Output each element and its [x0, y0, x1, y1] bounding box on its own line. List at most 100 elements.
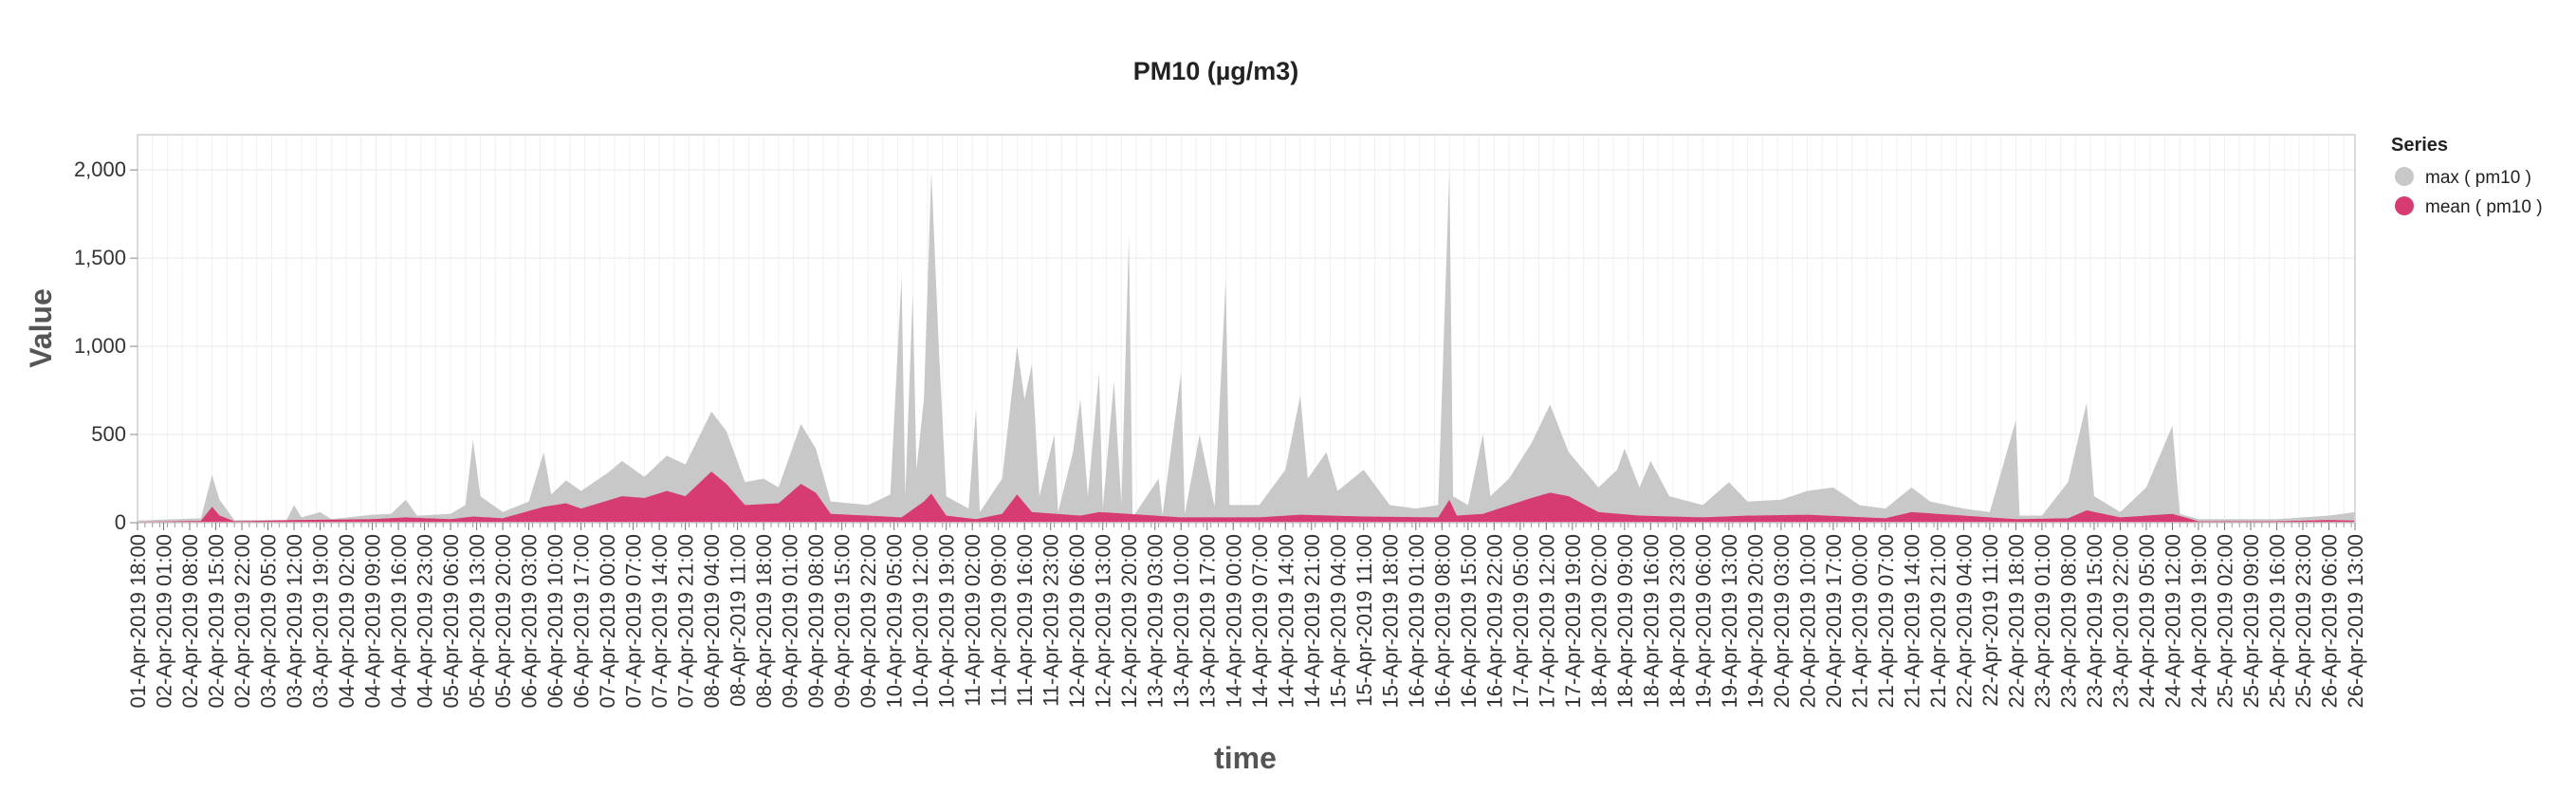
x-tick-label: 02-Apr-2019 22:00 — [230, 534, 254, 708]
legend-label: mean ( pm10 ) — [2425, 197, 2543, 217]
x-tick-label: 21-Apr-2019 14:00 — [1900, 534, 1923, 708]
y-axis-title: Value — [24, 288, 58, 368]
legend-title: Series — [2391, 135, 2448, 156]
x-tick-label: 07-Apr-2019 07:00 — [622, 534, 646, 708]
x-tick-label: 05-Apr-2019 06:00 — [439, 534, 463, 708]
x-tick-label: 11-Apr-2019 16:00 — [1013, 534, 1037, 707]
legend: Series max ( pm10 ) mean ( pm10 ) — [2391, 135, 2543, 217]
legend-swatch — [2395, 196, 2414, 215]
x-tick-label: 03-Apr-2019 19:00 — [309, 534, 333, 708]
y-axis: 0 500 1,000 1,500 2,000 — [74, 157, 138, 534]
x-tick-label: 07-Apr-2019 21:00 — [674, 534, 698, 708]
x-tick-label: 15-Apr-2019 04:00 — [1326, 534, 1350, 708]
x-tick-label: 25-Apr-2019 02:00 — [2213, 534, 2236, 708]
x-axis: 01-Apr-2019 18:00 02-Apr-2019 01:00 02-Apr… — [126, 523, 2367, 708]
x-tick-label: 18-Apr-2019 02:00 — [1587, 534, 1610, 708]
y-tick-label: 1,000 — [74, 334, 126, 358]
x-tick-label: 14-Apr-2019 14:00 — [1274, 534, 1297, 708]
x-tick-label: 17-Apr-2019 05:00 — [1509, 534, 1533, 708]
x-tick-label: 11-Apr-2019 09:00 — [987, 534, 1011, 707]
x-tick-label: 19-Apr-2019 20:00 — [1743, 534, 1767, 708]
x-tick-label: 08-Apr-2019 11:00 — [727, 534, 750, 707]
x-tick-label: 16-Apr-2019 08:00 — [1430, 534, 1454, 708]
x-tick-label: 05-Apr-2019 13:00 — [466, 534, 489, 708]
x-tick-label: 17-Apr-2019 12:00 — [1535, 534, 1558, 708]
x-tick-label: 12-Apr-2019 20:00 — [1117, 534, 1141, 708]
x-tick-label: 24-Apr-2019 05:00 — [2135, 534, 2159, 708]
x-tick-label: 25-Apr-2019 23:00 — [2291, 534, 2315, 708]
x-tick-label: 08-Apr-2019 18:00 — [752, 534, 776, 708]
y-tick-label: 2,000 — [74, 157, 126, 181]
x-tick-label: 22-Apr-2019 18:00 — [2004, 534, 2028, 708]
x-tick-label: 07-Apr-2019 00:00 — [596, 534, 619, 708]
legend-label: max ( pm10 ) — [2425, 168, 2531, 188]
x-tick-label: 19-Apr-2019 06:00 — [1691, 534, 1715, 708]
x-tick-label: 11-Apr-2019 23:00 — [1040, 534, 1063, 707]
x-tick-label: 04-Apr-2019 23:00 — [414, 534, 437, 708]
x-tick-label: 22-Apr-2019 04:00 — [1952, 534, 1976, 708]
x-tick-label: 16-Apr-2019 22:00 — [1482, 534, 1506, 708]
x-tick-label: 24-Apr-2019 19:00 — [2187, 534, 2211, 708]
area-series-mean — [138, 471, 2355, 523]
legend-swatch — [2395, 167, 2414, 186]
x-tick-label: 10-Apr-2019 12:00 — [909, 534, 932, 708]
y-tick-label: 1,500 — [74, 246, 126, 269]
x-axis-title: time — [1214, 741, 1277, 775]
x-tick-label: 21-Apr-2019 07:00 — [1874, 534, 1898, 708]
x-tick-label: 09-Apr-2019 15:00 — [831, 534, 855, 708]
y-tick-label: 0 — [115, 510, 126, 534]
x-tick-label: 21-Apr-2019 21:00 — [1926, 534, 1950, 708]
x-tick-label: 11-Apr-2019 02:00 — [961, 534, 984, 707]
x-tick-label: 09-Apr-2019 08:00 — [804, 534, 828, 708]
x-tick-label: 23-Apr-2019 22:00 — [2108, 534, 2132, 708]
x-tick-label: 26-Apr-2019 06:00 — [2317, 534, 2341, 708]
x-tick-label: 04-Apr-2019 16:00 — [387, 534, 411, 708]
x-tick-label: 09-Apr-2019 01:00 — [779, 534, 802, 708]
x-tick-label: 03-Apr-2019 05:00 — [257, 534, 281, 708]
x-tick-label: 20-Apr-2019 17:00 — [1822, 534, 1846, 708]
x-tick-label: 01-Apr-2019 18:00 — [126, 534, 150, 708]
x-tick-label: 24-Apr-2019 12:00 — [2161, 534, 2184, 708]
x-tick-label: 23-Apr-2019 15:00 — [2083, 534, 2107, 708]
x-tick-label: 13-Apr-2019 10:00 — [1169, 534, 1193, 708]
x-tick-label: 08-Apr-2019 04:00 — [700, 534, 724, 708]
x-tick-label: 13-Apr-2019 17:00 — [1196, 534, 1220, 708]
x-tick-label: 23-Apr-2019 08:00 — [2056, 534, 2080, 708]
plot-area — [138, 135, 2355, 523]
x-tick-label: 21-Apr-2019 00:00 — [1848, 534, 1871, 708]
x-tick-label: 10-Apr-2019 19:00 — [935, 534, 959, 708]
x-tick-label: 04-Apr-2019 09:00 — [361, 534, 385, 708]
x-tick-label: 20-Apr-2019 03:00 — [1770, 534, 1794, 708]
x-tick-label: 14-Apr-2019 21:00 — [1300, 534, 1324, 708]
x-tick-label: 07-Apr-2019 14:00 — [648, 534, 672, 708]
chart-title: PM10 (µg/m3) — [1133, 57, 1299, 85]
x-tick-label: 09-Apr-2019 22:00 — [856, 534, 880, 708]
x-tick-label: 17-Apr-2019 19:00 — [1561, 534, 1585, 708]
x-tick-label: 18-Apr-2019 23:00 — [1665, 534, 1689, 708]
x-tick-label: 03-Apr-2019 12:00 — [283, 534, 306, 708]
x-tick-label: 22-Apr-2019 11:00 — [1978, 534, 2002, 707]
x-tick-label: 26-Apr-2019 13:00 — [2344, 534, 2367, 708]
y-tick-label: 500 — [91, 422, 126, 446]
x-tick-label: 14-Apr-2019 00:00 — [1222, 534, 1245, 708]
x-tick-label: 20-Apr-2019 10:00 — [1795, 534, 1819, 708]
x-tick-label: 05-Apr-2019 20:00 — [491, 534, 515, 708]
x-tick-label: 06-Apr-2019 17:00 — [570, 534, 594, 708]
x-tick-label: 15-Apr-2019 11:00 — [1352, 534, 1376, 707]
x-tick-label: 02-Apr-2019 15:00 — [205, 534, 229, 708]
x-tick-label: 06-Apr-2019 10:00 — [543, 534, 567, 708]
x-tick-label: 15-Apr-2019 18:00 — [1378, 534, 1402, 708]
x-tick-label: 18-Apr-2019 09:00 — [1613, 534, 1637, 708]
x-tick-label: 02-Apr-2019 08:00 — [178, 534, 202, 708]
x-tick-label: 16-Apr-2019 01:00 — [1405, 534, 1428, 708]
x-tick-label: 16-Apr-2019 15:00 — [1457, 534, 1481, 708]
x-tick-label: 13-Apr-2019 03:00 — [1144, 534, 1168, 708]
x-tick-label: 06-Apr-2019 03:00 — [518, 534, 542, 708]
x-tick-label: 04-Apr-2019 02:00 — [335, 534, 359, 708]
gridlines — [137, 135, 2355, 524]
x-tick-label: 12-Apr-2019 06:00 — [1065, 534, 1089, 708]
x-tick-label: 23-Apr-2019 01:00 — [2031, 534, 2054, 708]
series-areas — [138, 170, 2355, 523]
x-tick-label: 18-Apr-2019 16:00 — [1639, 534, 1663, 708]
